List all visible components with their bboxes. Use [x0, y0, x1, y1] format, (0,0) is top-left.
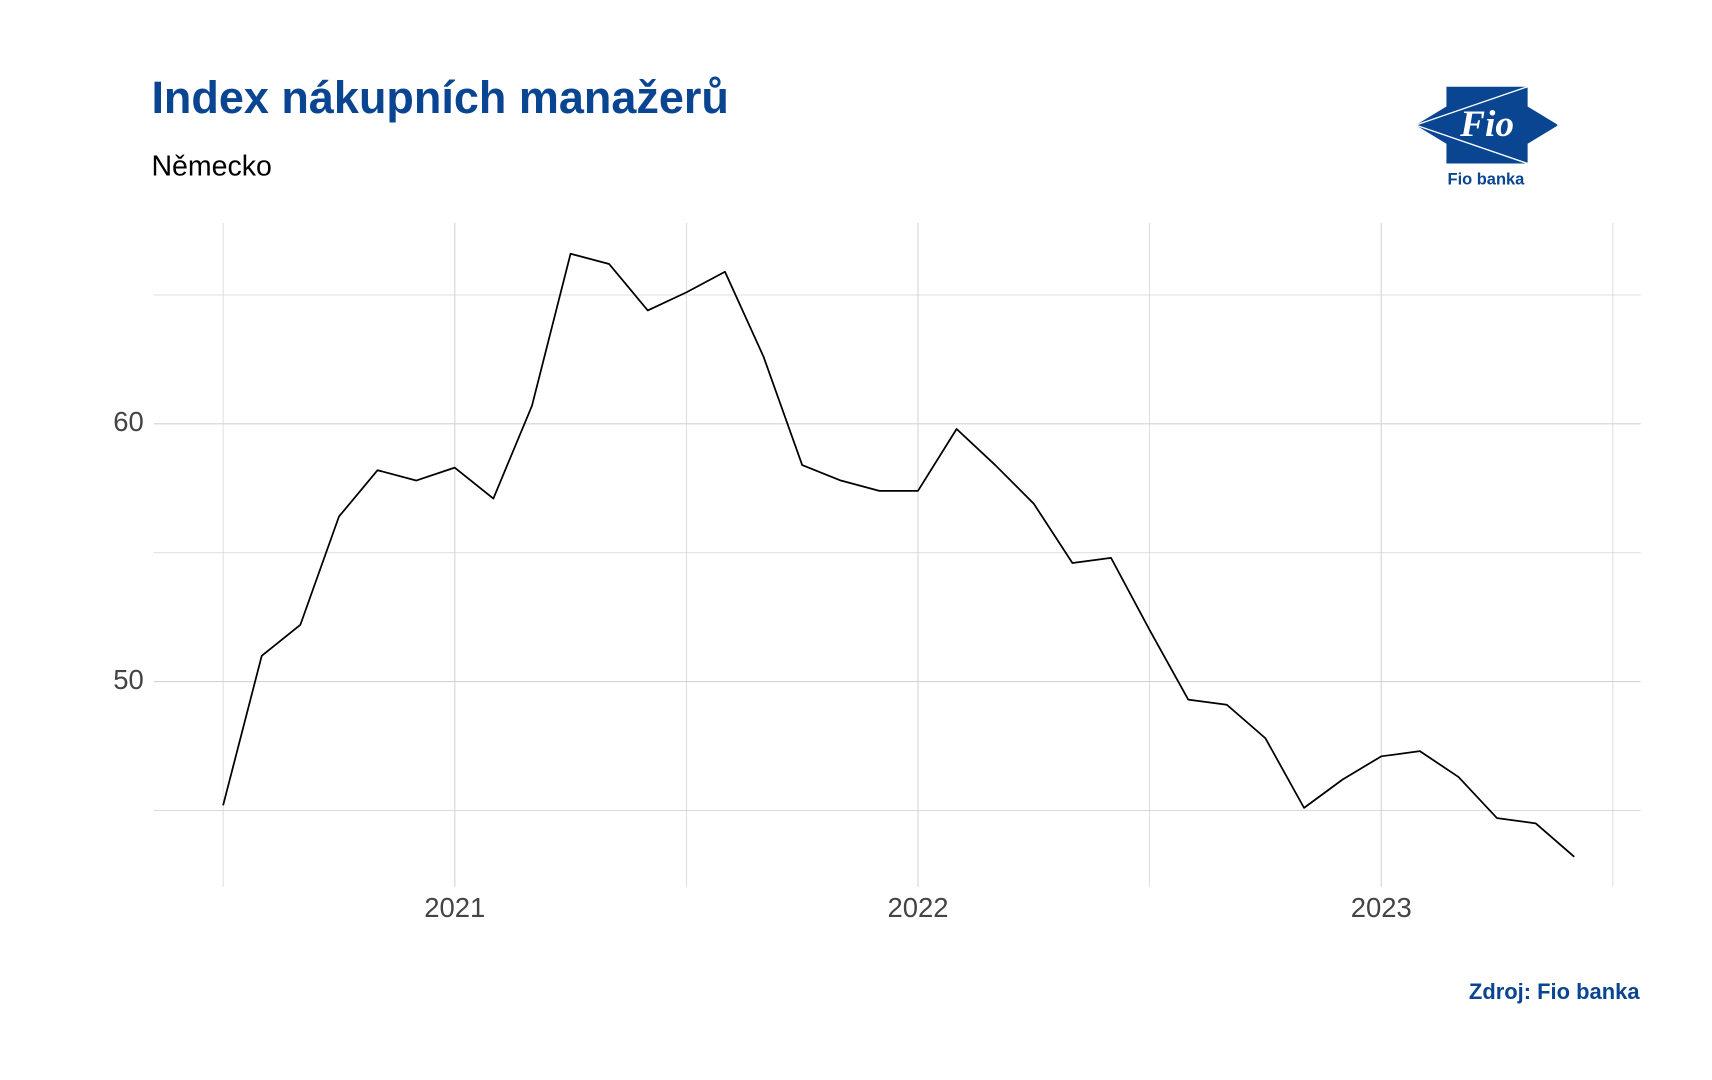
logo: Fio Fio banka — [1415, 85, 1560, 188]
y-tick-label: 60 — [113, 406, 144, 437]
x-tick-label: 2022 — [887, 892, 948, 923]
y-tick-label: 50 — [113, 664, 144, 695]
x-tick-label: 2023 — [1351, 892, 1412, 923]
chart-title: Index nákupních manažerů — [151, 72, 728, 123]
logo-caption: Fio banka — [1448, 170, 1526, 188]
source-note: Zdroj: Fio banka — [1469, 979, 1640, 1004]
x-tick-label: 2021 — [424, 892, 485, 923]
data-line — [222, 252, 1575, 858]
logo-outline — [1415, 85, 1560, 165]
logo-mark: Fio — [1459, 104, 1514, 145]
logo-shape — [1415, 86, 1559, 164]
chart-subtitle: Německo — [151, 150, 271, 182]
